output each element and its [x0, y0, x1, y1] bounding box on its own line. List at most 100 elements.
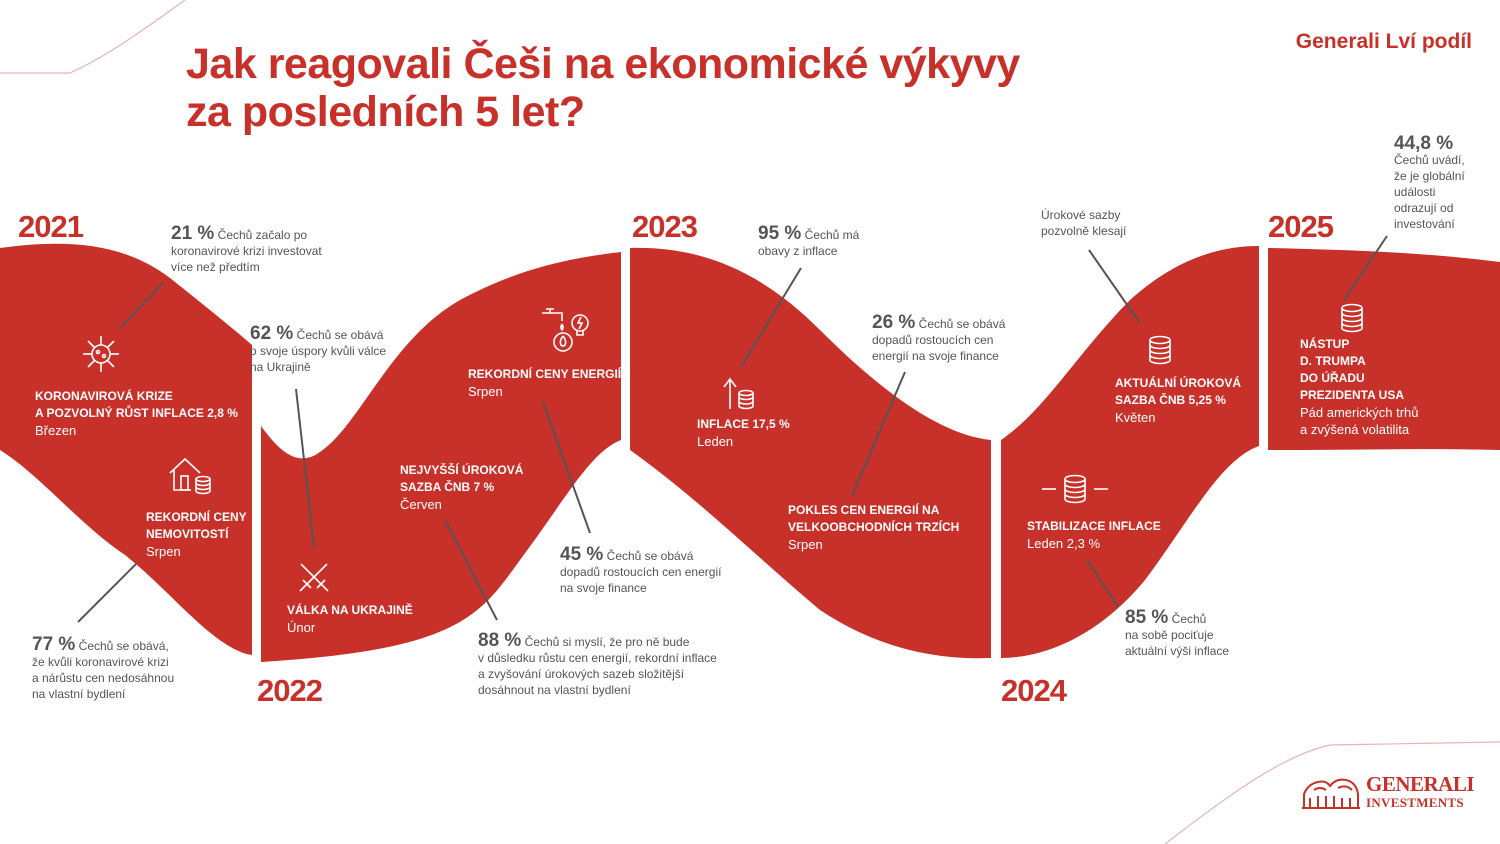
event-title: NÁSTUP — [1300, 337, 1350, 351]
event-date: Srpen — [788, 537, 823, 552]
event-title: INFLACE 17,5 % — [697, 417, 790, 431]
stat-text: že kvůli koronavirové krizi — [32, 655, 169, 669]
stat-95: 95 % Čechů má obavy z inflace — [758, 223, 860, 259]
event-title: A POZVOLNÝ RŮST INFLACE 2,8 % — [35, 406, 238, 420]
stat-44-8: 44,8 % Čechů uvádí, že je globální událo… — [1394, 133, 1465, 232]
event-trump: NÁSTUP D. TRUMPA DO ÚŘADU PREZIDENTA USA… — [1300, 336, 1419, 438]
stat-text: a zvyšování úrokových sazeb složitější — [478, 667, 685, 681]
stat-45: 45 % Čechů se obává dopadů rostoucích ce… — [560, 544, 721, 596]
event-date: Leden — [697, 434, 734, 449]
stat-percent: 62 % — [250, 323, 294, 344]
stat-text: koronavirové krizi investovat — [171, 244, 322, 258]
stat-text: Čechů uvádí, — [1394, 153, 1465, 167]
event-cnb-rate-525: AKTUÁLNÍ ÚROKOVÁ SAZBA ČNB 5,25 % Květen — [1115, 375, 1241, 426]
stat-text: na Ukrajině — [250, 360, 311, 374]
year-2021: 2021 — [18, 209, 84, 244]
event-energy-prices: REKORDNÍ CENY ENERGIÍ Srpen — [468, 366, 621, 400]
title-line-2: za posledních 5 let? — [186, 88, 585, 136]
event-title: VELKOOBCHODNÍCH TRZÍCH — [788, 520, 960, 534]
event-cnb-rate-7: NEJVYŠŠÍ ÚROKOVÁ SAZBA ČNB 7 % Červen — [400, 462, 523, 513]
event-title: D. TRUMPA — [1300, 354, 1366, 368]
event-title: REKORDNÍ CENY ENERGIÍ — [468, 367, 622, 381]
virus-icon — [83, 336, 119, 372]
stat-percent: 45 % — [560, 544, 604, 565]
stat-text: Čechů začalo po — [217, 228, 308, 242]
house-coins-icon — [169, 457, 211, 495]
stat-text: obavy z inflace — [758, 244, 838, 258]
stat-percent: 95 % — [758, 223, 802, 244]
event-energy-drop: POKLES CEN ENERGIÍ NA VELKOOBCHODNÍCH TR… — [788, 502, 959, 553]
year-2022: 2022 — [257, 673, 323, 708]
stat-text: Úrokové sazby — [1041, 208, 1121, 222]
event-war: VÁLKA NA UKRAJINĚ Únor — [287, 602, 413, 636]
brand-title: Generali Lví podíl — [1295, 30, 1472, 53]
event-inflation: INFLACE 17,5 % Leden — [697, 416, 790, 450]
stat-88: 88 % Čechů si myslí, že pro ně bude v dů… — [478, 631, 717, 698]
lion-icon — [1302, 778, 1360, 809]
event-date: Květen — [1115, 410, 1156, 425]
crossed-swords-icon — [299, 563, 329, 592]
stat-text: Čechů má — [804, 228, 860, 242]
stat-text: na vlastní bydlení — [32, 687, 126, 701]
event-title: REKORDNÍ CENY — [146, 510, 247, 524]
event-title: POKLES CEN ENERGIÍ NA — [788, 503, 940, 517]
event-title: DO ÚŘADU — [1300, 371, 1365, 385]
stat-text: a nárůstu cen nedosáhnou — [32, 671, 175, 685]
energy-icon — [542, 308, 589, 352]
event-date: Březen — [35, 423, 77, 438]
year-2025: 2025 — [1268, 209, 1334, 244]
event-date: Červen — [400, 497, 442, 512]
event-date: Únor — [287, 620, 316, 635]
stat-text: Čechů — [1171, 612, 1207, 626]
stat-text: v důsledku růstu cen energií, rekordní i… — [478, 651, 717, 665]
stat-text: události — [1394, 185, 1436, 199]
generali-logo: GENERALI INVESTMENTS — [1300, 772, 1475, 812]
stat-26: 26 % Čechů se obává dopadů rostoucích ce… — [872, 313, 1005, 364]
event-real-estate: REKORDNÍ CENY NEMOVITOSTÍ Srpen — [146, 509, 247, 560]
logo-line-1: GENERALI — [1366, 772, 1475, 796]
event-title: STABILIZACE INFLACE — [1027, 519, 1161, 533]
event-covid: KORONAVIROVÁ KRIZE A POZVOLNÝ RŮST INFLA… — [35, 388, 238, 439]
event-title: AKTUÁLNÍ ÚROKOVÁ — [1115, 376, 1241, 390]
event-date: Leden 2,3 % — [1027, 536, 1101, 551]
stat-percent: 85 % — [1125, 607, 1169, 628]
stat-percent: 77 % — [32, 634, 76, 655]
year-2023: 2023 — [632, 209, 698, 244]
event-title: SAZBA ČNB 5,25 % — [1115, 393, 1226, 407]
stat-text: že je globální — [1394, 169, 1465, 183]
year-2024: 2024 — [1001, 673, 1067, 708]
stat-text: dopadů rostoucích cen — [872, 333, 994, 347]
stat-21: 21 % Čechů začalo po koronavirové krizi … — [171, 223, 322, 275]
event-subtext: Pád amerických trhů — [1300, 405, 1419, 420]
stat-85: 85 % Čechů na sobě pociťuje aktuální výš… — [1125, 607, 1230, 659]
stat-text: investování — [1394, 217, 1455, 231]
stat-text: Čechů se obává — [296, 328, 384, 342]
coins-icon — [1149, 335, 1171, 365]
event-subtext: a zvýšená volatilita — [1300, 422, 1410, 437]
event-title: KORONAVIROVÁ KRIZE — [35, 389, 173, 403]
stat-text: Čechů si myslí, že pro ně bude — [524, 635, 690, 649]
stat-text: na sobě pociťuje — [1125, 628, 1214, 642]
page-title: Jak reagovali Češi na ekonomické výkyvy … — [186, 40, 1020, 136]
stat-percent: 21 % — [171, 223, 215, 244]
stat-77: 77 % Čechů se obává, že kvůli koronaviro… — [32, 634, 175, 702]
event-inflation-stabilization: STABILIZACE INFLACE Leden 2,3 % — [1027, 518, 1161, 552]
stat-text: aktuální výši inflace — [1125, 644, 1230, 658]
event-title: PREZIDENTA USA — [1300, 388, 1405, 402]
stat-text: dosáhnout na vlastní bydlení — [478, 683, 631, 697]
stat-text: o svoje úspory kvůli válce — [250, 344, 387, 358]
event-title: VÁLKA NA UKRAJINĚ — [287, 603, 413, 617]
stat-text: pozvolně klesají — [1041, 224, 1127, 238]
rising-coins-icon — [723, 377, 754, 410]
coins-stack-icon — [1341, 303, 1363, 333]
stat-rates-falling: Úrokové sazby pozvolně klesají — [1041, 207, 1126, 239]
title-line-1: Jak reagovali Češi na ekonomické výkyvy — [186, 40, 1020, 88]
stat-percent: 44,8 % — [1394, 133, 1454, 154]
event-title: NEJVYŠŠÍ ÚROKOVÁ — [400, 463, 524, 477]
stat-text: Čechů se obává, — [78, 639, 169, 653]
stat-text: více než předtím — [171, 260, 260, 274]
